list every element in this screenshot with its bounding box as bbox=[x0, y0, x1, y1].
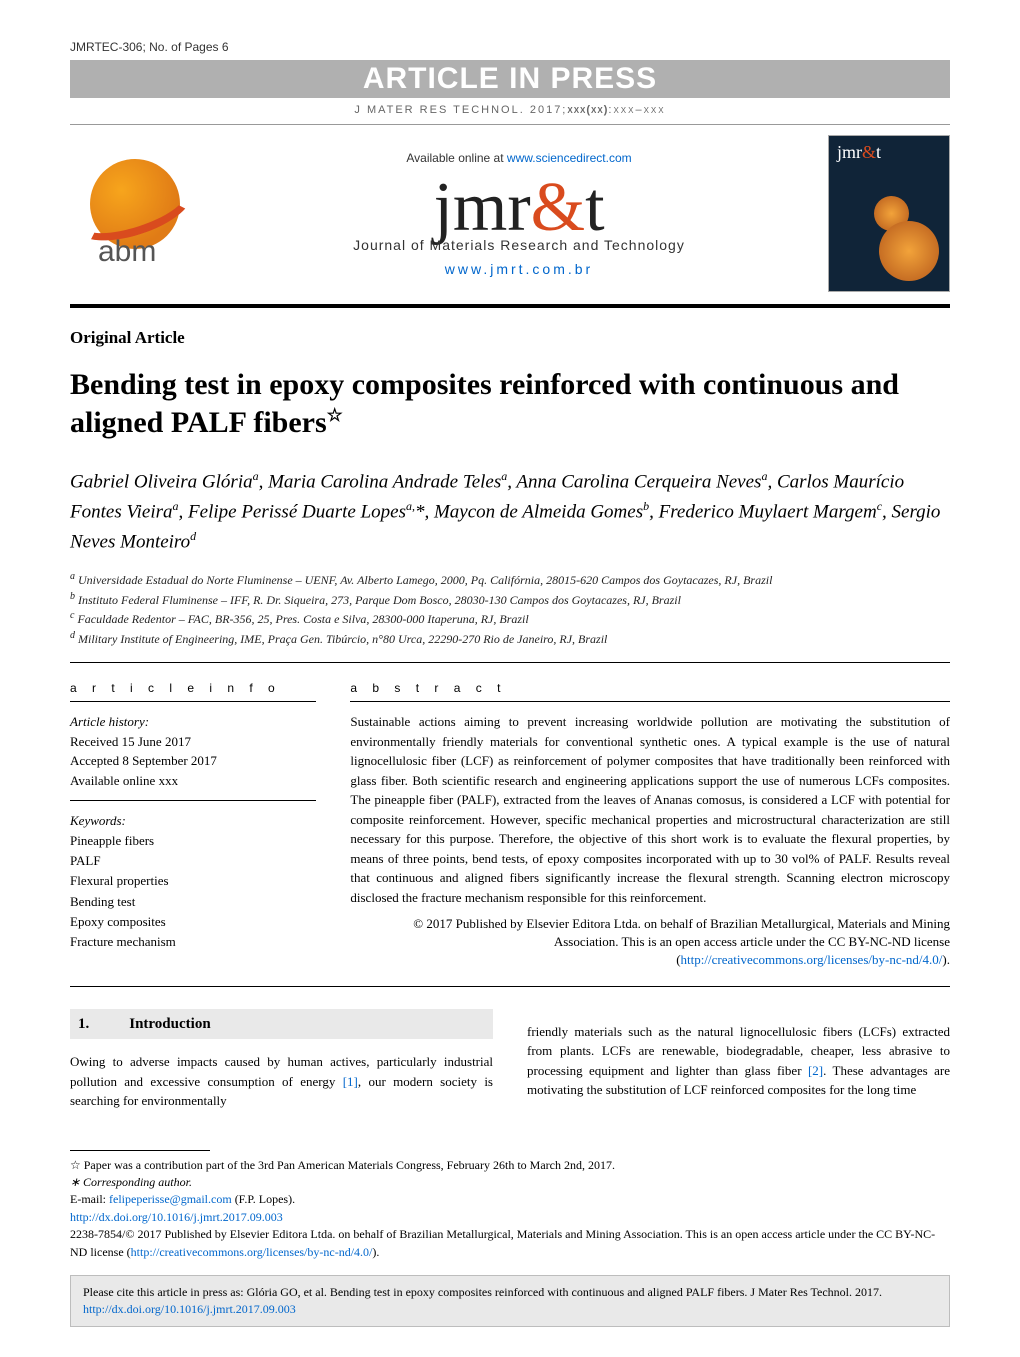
sciencedirect-link[interactable]: www.sciencedirect.com bbox=[507, 151, 632, 165]
abstract-text: Sustainable actions aiming to prevent in… bbox=[350, 712, 950, 907]
abstract-header: a b s t r a c t bbox=[350, 681, 950, 702]
license-link[interactable]: http://creativecommons.org/licenses/by-n… bbox=[681, 952, 943, 967]
ref-link[interactable]: [1] bbox=[343, 1074, 358, 1089]
cite-vol: xxx(xx) bbox=[567, 104, 608, 116]
footnote-license-link[interactable]: http://creativecommons.org/licenses/by-n… bbox=[131, 1245, 373, 1259]
cover-thumbnail: jmr&t bbox=[828, 135, 950, 292]
footnote-rule bbox=[70, 1150, 210, 1151]
cite-box-doi[interactable]: http://dx.doi.org/10.1016/j.jmrt.2017.09… bbox=[83, 1302, 296, 1316]
keyword-item: Pineapple fibers bbox=[70, 831, 316, 851]
available-online: Available online at www.sciencedirect.co… bbox=[240, 151, 798, 165]
keywords: Keywords: Pineapple fibersPALFFlexural p… bbox=[70, 811, 316, 952]
keyword-item: Epoxy composites bbox=[70, 912, 316, 932]
please-cite-box: Please cite this article in press as: Gl… bbox=[70, 1275, 950, 1327]
title-text: Bending test in epoxy composites reinfor… bbox=[70, 368, 899, 439]
jmrt-logo: jmr&t bbox=[240, 173, 798, 243]
section-heading: 1. Introduction bbox=[70, 1009, 493, 1040]
cite-box-text: Please cite this article in press as: Gl… bbox=[83, 1285, 882, 1299]
doi-link[interactable]: http://dx.doi.org/10.1016/j.jmrt.2017.09… bbox=[70, 1210, 283, 1224]
article-info-header: a r t i c l e i n f o bbox=[70, 681, 316, 702]
logo-amp: & bbox=[531, 169, 585, 246]
article-title: Bending test in epoxy composites reinfor… bbox=[70, 366, 950, 441]
abm-logo: abm bbox=[70, 159, 210, 269]
article-history: Article history: Received 15 June 2017 A… bbox=[70, 712, 316, 801]
copyright-text: © 2017 Published by Elsevier Editora Ltd… bbox=[413, 916, 950, 949]
corresponding-label: ∗ Corresponding author. bbox=[70, 1175, 192, 1189]
accepted-date: Accepted 8 September 2017 bbox=[70, 751, 316, 771]
email-label: E-mail: bbox=[70, 1192, 109, 1206]
body-col1: Owing to adverse impacts caused by human… bbox=[70, 1052, 493, 1111]
online-date: Available online xxx bbox=[70, 771, 316, 791]
abstract-copyright: © 2017 Published by Elsevier Editora Ltd… bbox=[350, 915, 950, 970]
footnotes: ☆ Paper was a contribution part of the 3… bbox=[70, 1157, 950, 1261]
footnote-star: ☆ Paper was a contribution part of the 3… bbox=[70, 1157, 950, 1174]
cite-prefix: J MATER RES TECHNOL. 2017; bbox=[354, 104, 567, 116]
article-type: Original Article bbox=[70, 328, 950, 348]
journal-subtitle: Journal of Materials Research and Techno… bbox=[240, 237, 798, 253]
journal-url[interactable]: www.jmrt.com.br bbox=[445, 261, 593, 277]
issn-tail: ). bbox=[372, 1245, 379, 1259]
authors: Gabriel Oliveira Glóriaa, Maria Carolina… bbox=[70, 467, 950, 556]
keyword-item: Bending test bbox=[70, 892, 316, 912]
section-number: 1. bbox=[78, 1013, 89, 1036]
keyword-item: Fracture mechanism bbox=[70, 932, 316, 952]
logo-main: jmr bbox=[433, 169, 530, 246]
author-email[interactable]: felipeperisse@gmail.com bbox=[109, 1192, 232, 1206]
keywords-label: Keywords: bbox=[70, 811, 316, 831]
journal-masthead: abm Available online at www.sciencedirec… bbox=[70, 135, 950, 308]
keyword-item: Flexural properties bbox=[70, 871, 316, 891]
model-id: JMRTEC-306; No. of Pages 6 bbox=[70, 40, 229, 54]
available-prefix: Available online at bbox=[406, 151, 507, 165]
ref-link[interactable]: [2] bbox=[808, 1063, 823, 1078]
email-name: (F.P. Lopes). bbox=[232, 1192, 295, 1206]
cite-suffix: :xxx–xxx bbox=[608, 104, 665, 116]
running-citation: J MATER RES TECHNOL. 2017;xxx(xx):xxx–xx… bbox=[70, 104, 950, 125]
in-press-banner: ARTICLE IN PRESS bbox=[70, 60, 950, 98]
received-date: Received 15 June 2017 bbox=[70, 732, 316, 752]
section-title: Introduction bbox=[129, 1013, 210, 1036]
body-col2: friendly materials such as the natural l… bbox=[527, 1022, 950, 1100]
history-label: Article history: bbox=[70, 712, 316, 732]
affiliations: a Universidade Estadual do Norte Flumine… bbox=[70, 570, 950, 663]
logo-tail: t bbox=[585, 169, 604, 246]
keyword-item: PALF bbox=[70, 851, 316, 871]
title-footnote-star: ☆ bbox=[327, 405, 343, 425]
